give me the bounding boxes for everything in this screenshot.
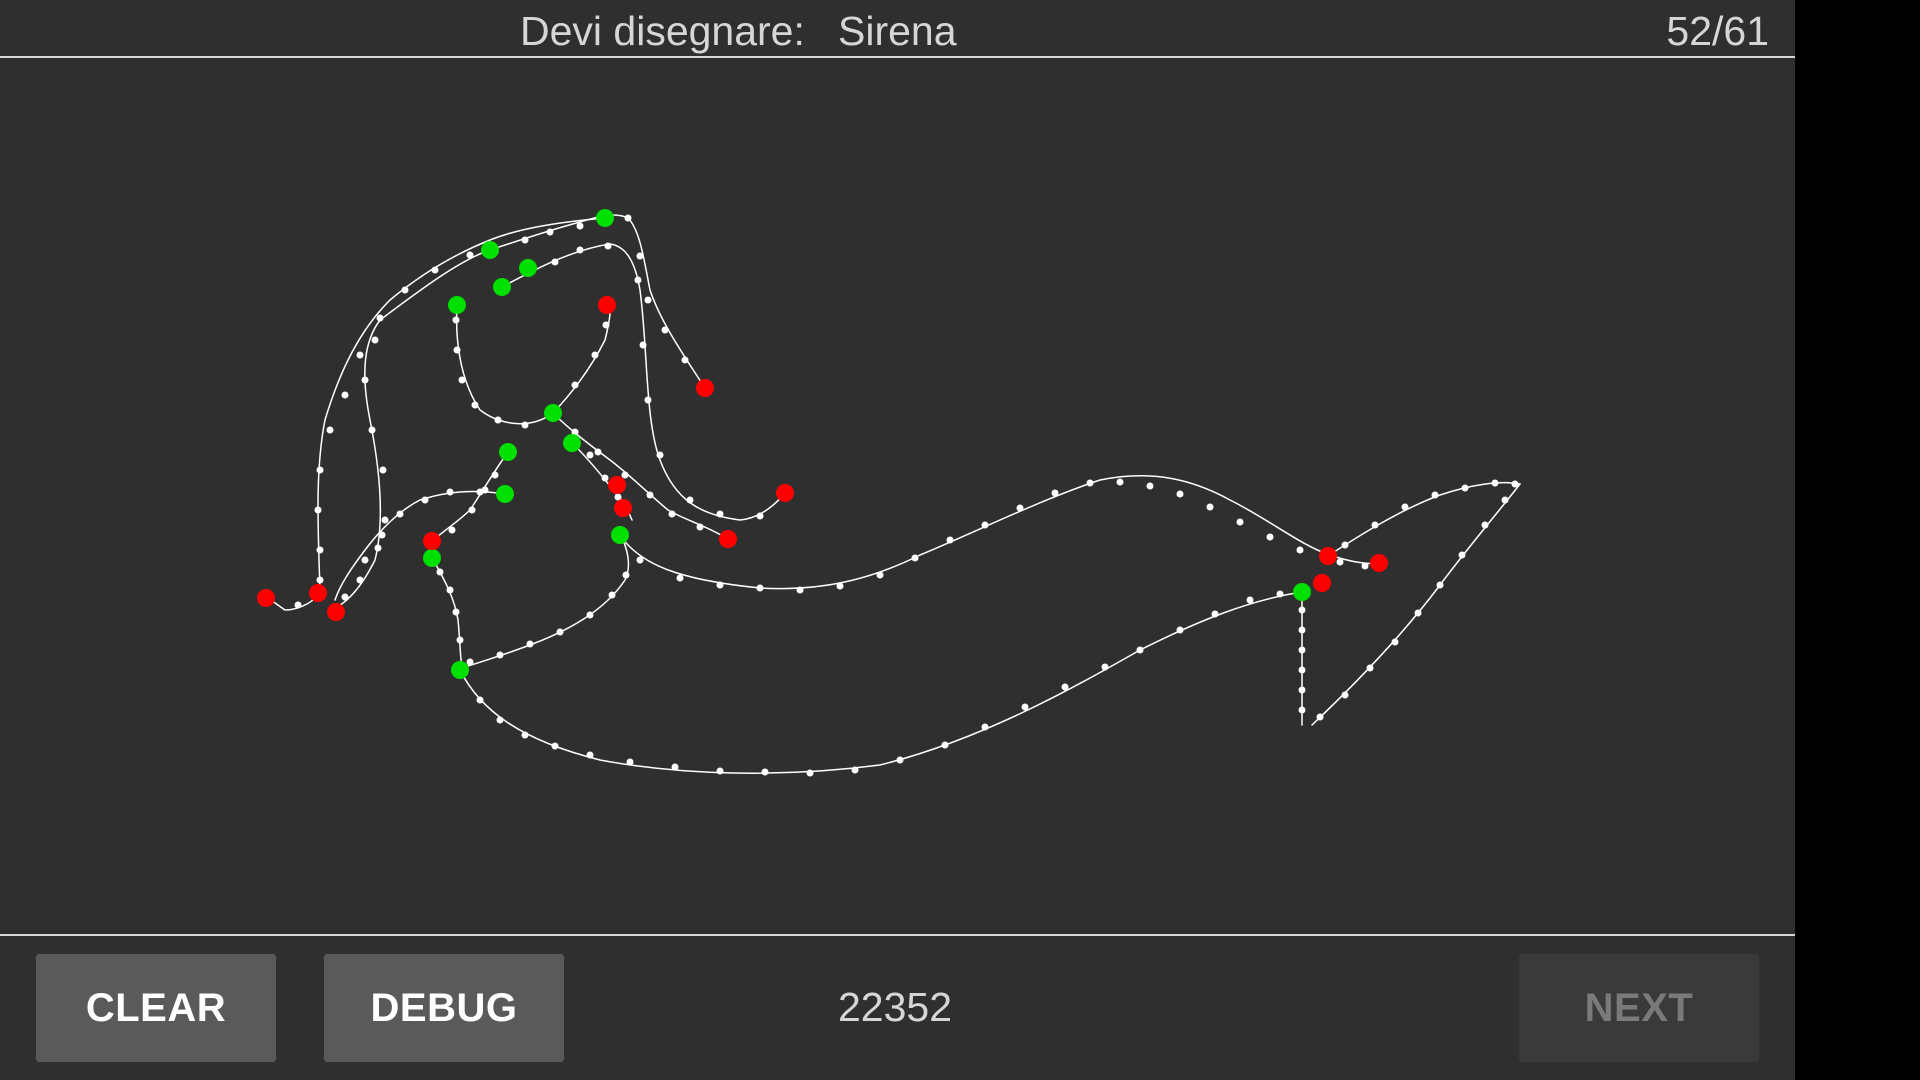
stroke-strand-1: [552, 412, 729, 540]
clear-button[interactable]: CLEAR: [36, 954, 276, 1062]
stroke-start-markers: [423, 209, 1311, 679]
stroke-torso: [431, 537, 630, 669]
game-screen: Devi disegnare: Sirena 52/61: [0, 0, 1795, 1080]
prompt-label: Devi disegnare:: [520, 8, 805, 54]
stroke-hair-left: [329, 249, 491, 611]
stroke-tail-lower: [459, 591, 1303, 774]
progress-counter: 52/61: [1666, 8, 1769, 54]
debug-button[interactable]: DEBUG: [324, 954, 564, 1062]
prompt-word: Sirena: [838, 8, 957, 54]
drawing-canvas[interactable]: [0, 58, 1795, 934]
header-bar: Devi disegnare: Sirena 52/61: [0, 0, 1795, 57]
stroke-head: [455, 304, 611, 425]
score-value: 22352: [838, 984, 953, 1030]
stroke-hair-strand: [501, 243, 786, 521]
header-divider: [0, 56, 1795, 58]
stroke-tail-upper: [619, 475, 1381, 590]
stroke-fin-lower: [1311, 483, 1521, 726]
right-edge-bar: [1795, 0, 1920, 1080]
stroke-sample-points: [294, 214, 1519, 777]
stroke-end-markers: [257, 296, 1388, 621]
footer-divider: [0, 934, 1795, 936]
next-button[interactable]: NEXT: [1519, 954, 1759, 1062]
